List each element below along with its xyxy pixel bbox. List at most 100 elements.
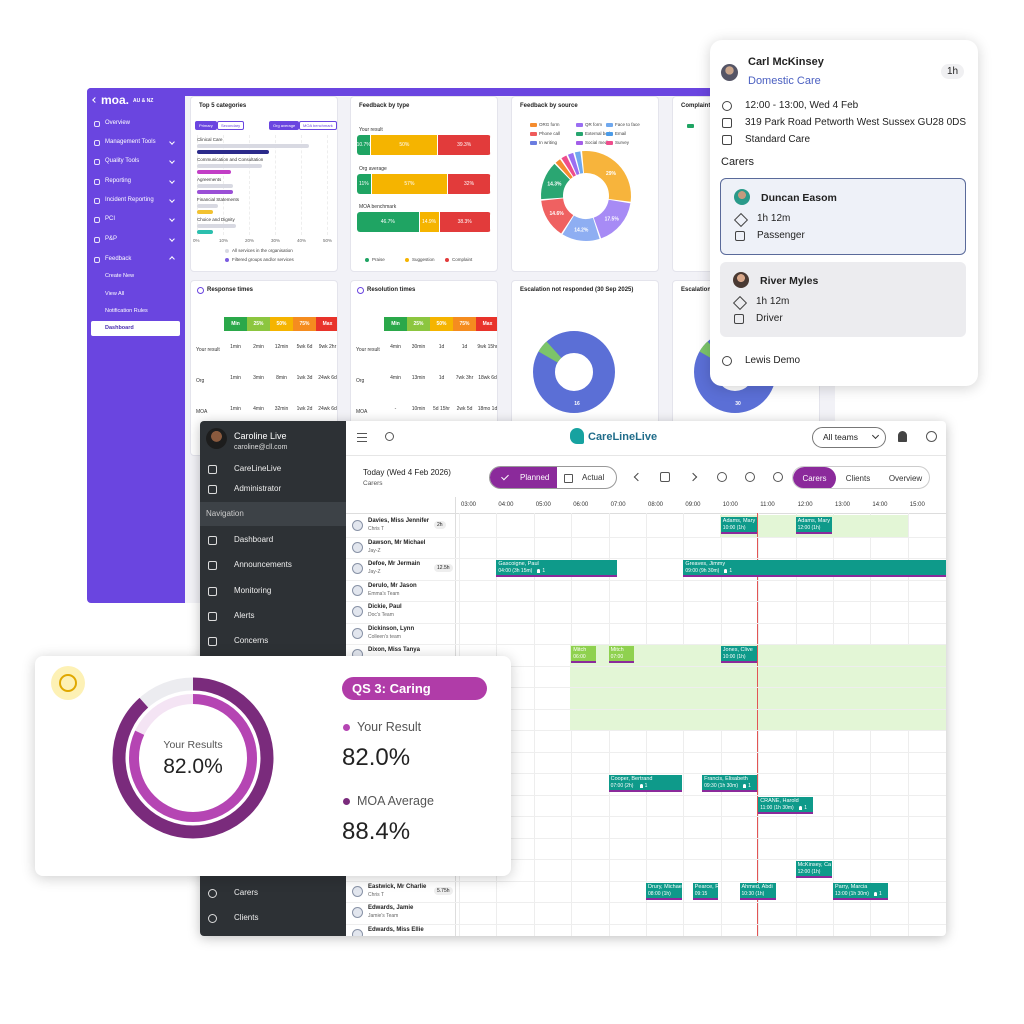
row-border bbox=[346, 794, 946, 796]
menu-item[interactable]: Feedback bbox=[105, 256, 132, 262]
client-hours: 2h bbox=[434, 521, 446, 529]
menu-item[interactable]: Management Tools bbox=[105, 139, 156, 145]
hour-label: 06:00 bbox=[573, 502, 589, 508]
toolbar-icon bbox=[660, 472, 670, 482]
menu-item[interactable]: P&P bbox=[105, 236, 118, 242]
sidebar: moa. AU & NZ Overview Management Tools Quali… bbox=[87, 88, 185, 603]
mode-icon bbox=[501, 472, 509, 481]
bar-segment: 14.9% bbox=[419, 212, 440, 232]
row-border bbox=[346, 816, 946, 817]
visit-staff: 1 bbox=[748, 783, 751, 789]
visit-block[interactable]: Francis, Elisabeth 09:30 (1h 30m) 1 bbox=[702, 775, 758, 792]
menu-item[interactable]: Overview bbox=[105, 120, 131, 126]
visit-staff: 1 bbox=[729, 568, 733, 574]
row-border bbox=[346, 730, 946, 731]
table-cell: 7wk 3hr bbox=[455, 375, 474, 381]
duration-badge: 1h bbox=[941, 64, 965, 79]
row-label: Your result bbox=[359, 127, 383, 133]
view-button[interactable]: Overview bbox=[880, 467, 929, 488]
mode-button[interactable]: Planned bbox=[490, 467, 557, 488]
table-cell: 9wk 15hr bbox=[477, 344, 498, 350]
hour-label: 03:00 bbox=[461, 502, 477, 508]
table-cell: 8min bbox=[276, 375, 287, 381]
menu-icon bbox=[94, 198, 100, 204]
category-bar bbox=[197, 190, 234, 194]
menu-icon bbox=[94, 179, 100, 185]
visit-block[interactable]: Parry, Marcia 13:00 (1h 30m) 1 bbox=[833, 882, 889, 900]
visit-block[interactable]: Gascoigne, Paul 04:00 (3h 15m) 1 bbox=[496, 560, 617, 577]
visit-client: McKinsey, Ca bbox=[797, 862, 832, 868]
visit-block[interactable]: Drury, Michael 08:00 (1h) bbox=[646, 882, 683, 900]
top-categories-card: Top 5 categories Primary Secondary Org aver… bbox=[190, 96, 338, 272]
nav-item[interactable]: Dashboard bbox=[234, 535, 274, 544]
submenu-item[interactable]: Create New bbox=[105, 273, 135, 279]
client-team: Chris T bbox=[368, 891, 385, 898]
bell-icon[interactable] bbox=[898, 431, 907, 442]
menu-item[interactable]: Administrator bbox=[234, 484, 282, 493]
category-bar bbox=[197, 170, 231, 174]
visit-block[interactable]: Pearce, R 09:15 bbox=[692, 882, 718, 900]
visit-block[interactable]: Mitch 07:00 bbox=[608, 646, 634, 663]
row-border bbox=[346, 536, 946, 538]
visit-block[interactable]: Adams, Mary 10:00 (1h) bbox=[720, 517, 758, 534]
grid-line bbox=[275, 135, 276, 235]
team-filter[interactable]: All teams bbox=[812, 427, 886, 448]
visit-block[interactable]: Cooper, Bertrand 07:00 (2h) 1 bbox=[608, 775, 683, 792]
submenu-item[interactable]: Notification Rules bbox=[105, 308, 148, 314]
your-result-arc bbox=[129, 694, 257, 822]
hour-label: 07:00 bbox=[610, 502, 626, 508]
nav-item[interactable]: Monitoring bbox=[234, 585, 272, 595]
view-button[interactable]: Carers bbox=[793, 467, 836, 488]
table-cell: 2min bbox=[253, 344, 264, 350]
visit-block[interactable]: Mitch 06:00 bbox=[571, 646, 597, 663]
visit-block[interactable]: Adams, Mary 12:00 (1h) bbox=[795, 517, 832, 534]
table-cell: 1min bbox=[230, 375, 241, 381]
row-label: Org average bbox=[359, 165, 387, 172]
client-avatar bbox=[352, 520, 363, 531]
hour-grid-line bbox=[533, 513, 535, 936]
card-title: Response times bbox=[207, 287, 254, 293]
nav-arrow[interactable] bbox=[633, 472, 643, 482]
category-bar bbox=[197, 184, 234, 188]
nav-item[interactable]: Clients bbox=[234, 913, 259, 922]
table-cell: 4min bbox=[390, 344, 401, 350]
segment-label: 46.7% bbox=[380, 219, 395, 225]
tab[interactable]: Secondary bbox=[217, 121, 245, 130]
submenu-item[interactable]: Dashboard bbox=[105, 325, 134, 331]
chevron bbox=[169, 178, 175, 184]
nav-item[interactable]: Announcements bbox=[234, 560, 292, 570]
visit-block[interactable]: CRANE, Harold 11:00 (1h 30m) 1 bbox=[758, 796, 814, 814]
column-header: 50% bbox=[430, 317, 453, 331]
compare-toggle[interactable]: Org average bbox=[269, 121, 300, 130]
client-avatar bbox=[352, 928, 363, 936]
menu-item[interactable]: Incident Reporting bbox=[105, 197, 154, 203]
visit-block[interactable]: McKinsey, Ca 12:00 (1h) bbox=[795, 861, 832, 878]
nav-arrow[interactable] bbox=[688, 472, 698, 482]
chevron bbox=[169, 216, 175, 222]
compare-toggle[interactable]: MOA benchmark bbox=[299, 121, 337, 130]
submenu-item[interactable]: View All bbox=[105, 291, 125, 297]
visit-block[interactable]: Greaves, Jimmy 09:00 (9h 30m) 1 bbox=[683, 560, 946, 577]
mode-button[interactable]: Actual bbox=[557, 467, 616, 488]
tab[interactable]: Primary bbox=[195, 121, 217, 130]
row-border bbox=[346, 751, 946, 753]
segment-label: 57% bbox=[404, 180, 415, 187]
nav-item[interactable]: Concerns bbox=[234, 636, 269, 646]
visit-client: Parry, Marcia bbox=[835, 883, 868, 890]
visit-block[interactable]: Jones, Clive 10:00 (1h) bbox=[720, 646, 758, 663]
menu-item[interactable]: PCI bbox=[105, 216, 116, 222]
client-name: Defoe, Mr Jermain bbox=[368, 561, 421, 567]
menu-item[interactable]: CareLineLive bbox=[234, 464, 282, 473]
stacked-bar: 11% 57% 32% bbox=[357, 173, 491, 194]
visit-block[interactable]: Ahmed, Abdi 10:30 (1h) bbox=[739, 882, 776, 900]
menu-item[interactable]: Reporting bbox=[105, 178, 132, 184]
logo: moa. bbox=[101, 93, 130, 107]
view-button[interactable]: Clients bbox=[836, 467, 880, 488]
visit-staff: 1 bbox=[542, 568, 546, 574]
hour-label: 09:00 bbox=[685, 502, 701, 508]
menu-icon bbox=[94, 140, 100, 146]
row-border bbox=[346, 902, 946, 903]
nav-item[interactable]: Alerts bbox=[234, 610, 255, 620]
nav-item[interactable]: Carers bbox=[234, 888, 259, 897]
menu-item[interactable]: Quality Tools bbox=[105, 158, 140, 164]
